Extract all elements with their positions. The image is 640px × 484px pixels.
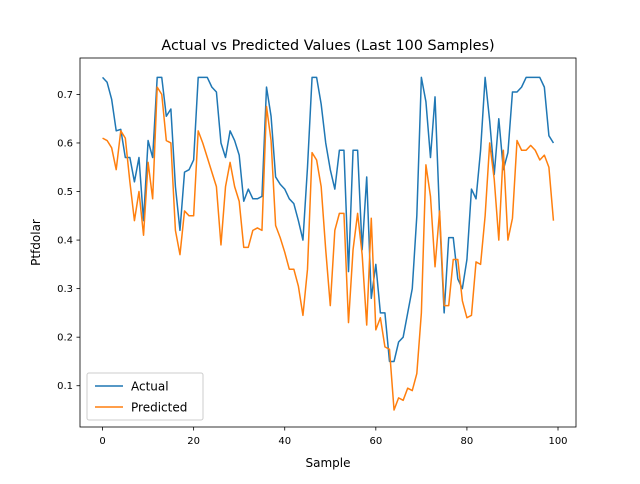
legend-box [86,372,204,421]
x-tick-label: 40 [278,436,291,447]
x-tick-label: 80 [461,436,474,447]
x-axis-label: Sample [306,456,351,470]
series-line-predicted [102,86,555,411]
x-tick-label: 100 [548,436,567,447]
y-tick-label: 0.4 [57,236,73,247]
y-tick-label: 0.6 [57,138,73,149]
x-tick-label: 20 [187,436,200,447]
x-tick-label: 60 [369,436,382,447]
series-line-actual [102,76,555,363]
y-tick-label: 0.3 [57,284,73,295]
plot-area [79,57,577,428]
x-axis-ticks: 0 20 40 60 80 100 [99,427,568,447]
legend-label-predicted: Predicted [131,401,187,415]
legend: Actual Predicted [86,372,204,421]
y-tick-label: 0.5 [57,187,73,198]
y-tick-label: 0.7 [57,90,73,101]
y-axis-ticks: 0.1 0.2 0.3 0.4 0.5 0.6 0.7 [57,90,80,392]
x-tick-label: 0 [99,436,105,447]
axes-frame [79,57,577,428]
chart-title: Actual vs Predicted Values (Last 100 Sam… [161,38,494,54]
y-tick-label: 0.1 [57,381,73,392]
series-layer [102,76,555,411]
legend-label-actual: Actual [131,380,169,394]
y-tick-label: 0.2 [57,333,73,344]
y-axis-label: Ptfdolar [29,219,43,266]
